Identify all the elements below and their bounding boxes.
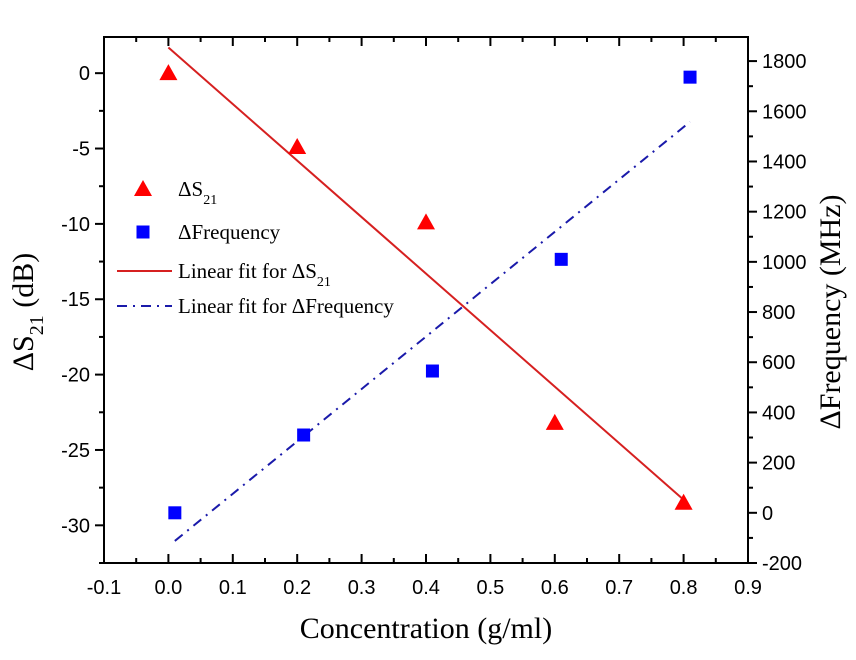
fit-line-frequency — [174, 121, 691, 542]
data-marks — [159, 46, 697, 542]
y-left-axis-title: ΔS21 (dB) — [7, 253, 48, 371]
y-right-tick-label: 800 — [762, 302, 795, 324]
y-left-title-main: ΔS — [7, 335, 40, 371]
x-tick-label: 0.0 — [154, 577, 182, 599]
y-right-tick-label: 1200 — [762, 202, 807, 224]
triangle-point-s21 — [288, 138, 307, 155]
y-left-title-subscript: 21 — [26, 315, 48, 335]
x-tick-label: 0.2 — [283, 577, 311, 599]
triangle-point-s21 — [674, 493, 693, 510]
legend-label-subscript: 21 — [317, 275, 331, 290]
y-left-tick-label: -25 — [61, 440, 90, 462]
triangle-point-s21 — [417, 213, 435, 230]
y-left-title-unit: (dB) — [7, 253, 40, 316]
axes: -0.1 0.0 0.1 0.2 0.3 0.4 0.5 0.6 0.7 0.8 0.9 0 -5 -10… — [61, 36, 807, 599]
y-right-tick-label: -200 — [762, 553, 802, 575]
square-point-frequency — [425, 364, 439, 378]
legend-label: Linear fit for ΔS21 — [178, 259, 331, 290]
y-left-tick-label: -15 — [61, 289, 90, 311]
legend-label-main: Linear fit for ΔS — [178, 259, 317, 283]
y-left-tick-label: -30 — [61, 515, 90, 537]
y-right-tick-label: 1600 — [762, 101, 807, 123]
legend-square-icon — [136, 225, 150, 239]
y-right-tick-label: 1000 — [762, 252, 807, 274]
x-axis-title: Concentration (g/ml) — [300, 612, 552, 645]
y-right-tick-label: 1400 — [762, 151, 807, 173]
axis-titles: Concentration (g/ml)ΔS21 (dB) ΔFrequency … — [7, 194, 847, 645]
x-tick-label: 0.8 — [670, 577, 698, 599]
legend-label-main: Linear fit for ΔFrequency — [178, 294, 394, 318]
legend-label-subscript: 21 — [203, 193, 217, 208]
x-tick-label: 0.9 — [734, 577, 762, 599]
y-left-tick-label: -10 — [61, 214, 90, 236]
y-right-axis-title: ΔFrequency (MHz) — [814, 194, 847, 429]
x-tick-label: 0.1 — [219, 577, 247, 599]
triangle-point-s21 — [159, 64, 178, 81]
y-right-tick-label: 600 — [762, 352, 795, 374]
y-left-tick-label: -5 — [72, 139, 90, 161]
y-right-tick-label: 0 — [762, 503, 773, 525]
legend-label-main: ΔFrequency — [178, 220, 281, 244]
x-tick-label: 0.6 — [541, 577, 569, 599]
x-tick-label: 0.4 — [412, 577, 440, 599]
square-point-frequency — [683, 70, 697, 84]
legend-label: ΔS21 — [178, 177, 217, 208]
legend-label: Linear fit for ΔFrequency — [178, 294, 394, 318]
x-tick-label: 0.7 — [605, 577, 633, 599]
x-tick-label: 0.3 — [348, 577, 376, 599]
fit-line-s21 — [167, 46, 685, 501]
triangle-point-s21 — [545, 413, 564, 430]
legend-label: ΔFrequency — [178, 220, 281, 244]
legend-triangle-icon — [134, 180, 152, 196]
legend-label-main: ΔS — [178, 177, 203, 201]
y-right-tick-label: 400 — [762, 402, 795, 424]
y-right-tick-label: 1800 — [762, 51, 807, 73]
square-point-frequency — [168, 506, 182, 520]
x-tick-label: -0.1 — [87, 577, 121, 599]
y-left-tick-label: -20 — [61, 365, 90, 387]
y-right-tick-label: 200 — [762, 453, 795, 475]
y-left-tick-label: 0 — [79, 63, 90, 85]
square-point-frequency — [297, 428, 311, 442]
square-point-frequency — [554, 252, 568, 266]
x-tick-label: 0.5 — [476, 577, 504, 599]
